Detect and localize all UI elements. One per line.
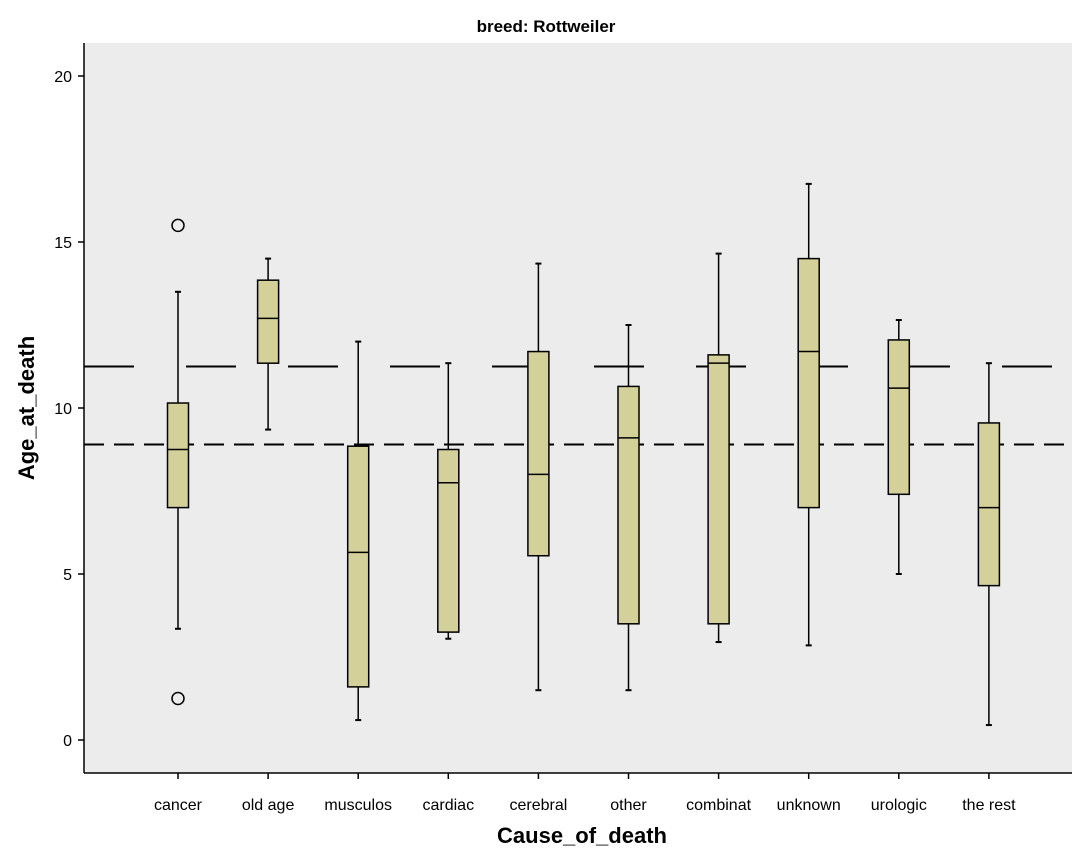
box-iqr — [977, 422, 1001, 587]
plot-background — [84, 43, 1072, 773]
x-axis-title: Cause_of_death — [497, 823, 667, 848]
x-tick-label: urologic — [871, 797, 927, 814]
box-old-age — [256, 257, 280, 431]
box-group — [166, 182, 1001, 727]
y-tick-label: 15 — [54, 235, 72, 252]
x-tick-label: cardiac — [423, 797, 475, 814]
box-combinat — [707, 252, 730, 644]
x-axis: cancer old age musculos cardiac cerebral othe… — [84, 772, 1072, 814]
box-iqr — [887, 339, 911, 496]
y-axis-title: Age_at_death — [14, 336, 39, 480]
box-iqr — [437, 448, 460, 633]
x-tick-label: cancer — [154, 797, 203, 814]
box-cardiac — [437, 362, 460, 640]
box-iqr — [617, 385, 640, 625]
x-tick-label: combinat — [686, 797, 751, 814]
x-tick-label: old age — [242, 797, 295, 814]
y-axis: 0 5 10 15 20 — [54, 43, 85, 773]
box-iqr — [346, 445, 370, 688]
box-cerebral — [527, 262, 550, 692]
x-tick-label: cerebral — [509, 797, 567, 814]
x-tick-label: musculos — [324, 797, 392, 814]
x-tick-label: other — [610, 797, 647, 814]
outlier-point — [171, 218, 185, 233]
box-iqr — [527, 350, 550, 557]
outlier-point — [171, 691, 185, 706]
y-tick-label: 0 — [63, 733, 72, 750]
y-tick-label: 20 — [54, 69, 72, 86]
box-iqr — [797, 257, 820, 509]
box-iqr — [707, 354, 730, 625]
box-urologic — [887, 319, 911, 575]
box-iqr — [166, 402, 190, 509]
x-tick-label: unknown — [777, 797, 841, 814]
box-the-rest — [977, 362, 1001, 727]
box-musculos — [346, 340, 370, 722]
box-cancer — [166, 218, 190, 706]
chart-title: breed: Rottweiler — [477, 17, 616, 36]
box-unknown — [797, 182, 820, 647]
y-tick-label: 10 — [54, 401, 72, 418]
x-tick-label: the rest — [962, 797, 1016, 814]
box-iqr — [256, 279, 280, 364]
y-tick-label: 5 — [63, 567, 72, 584]
box-other — [617, 324, 640, 692]
